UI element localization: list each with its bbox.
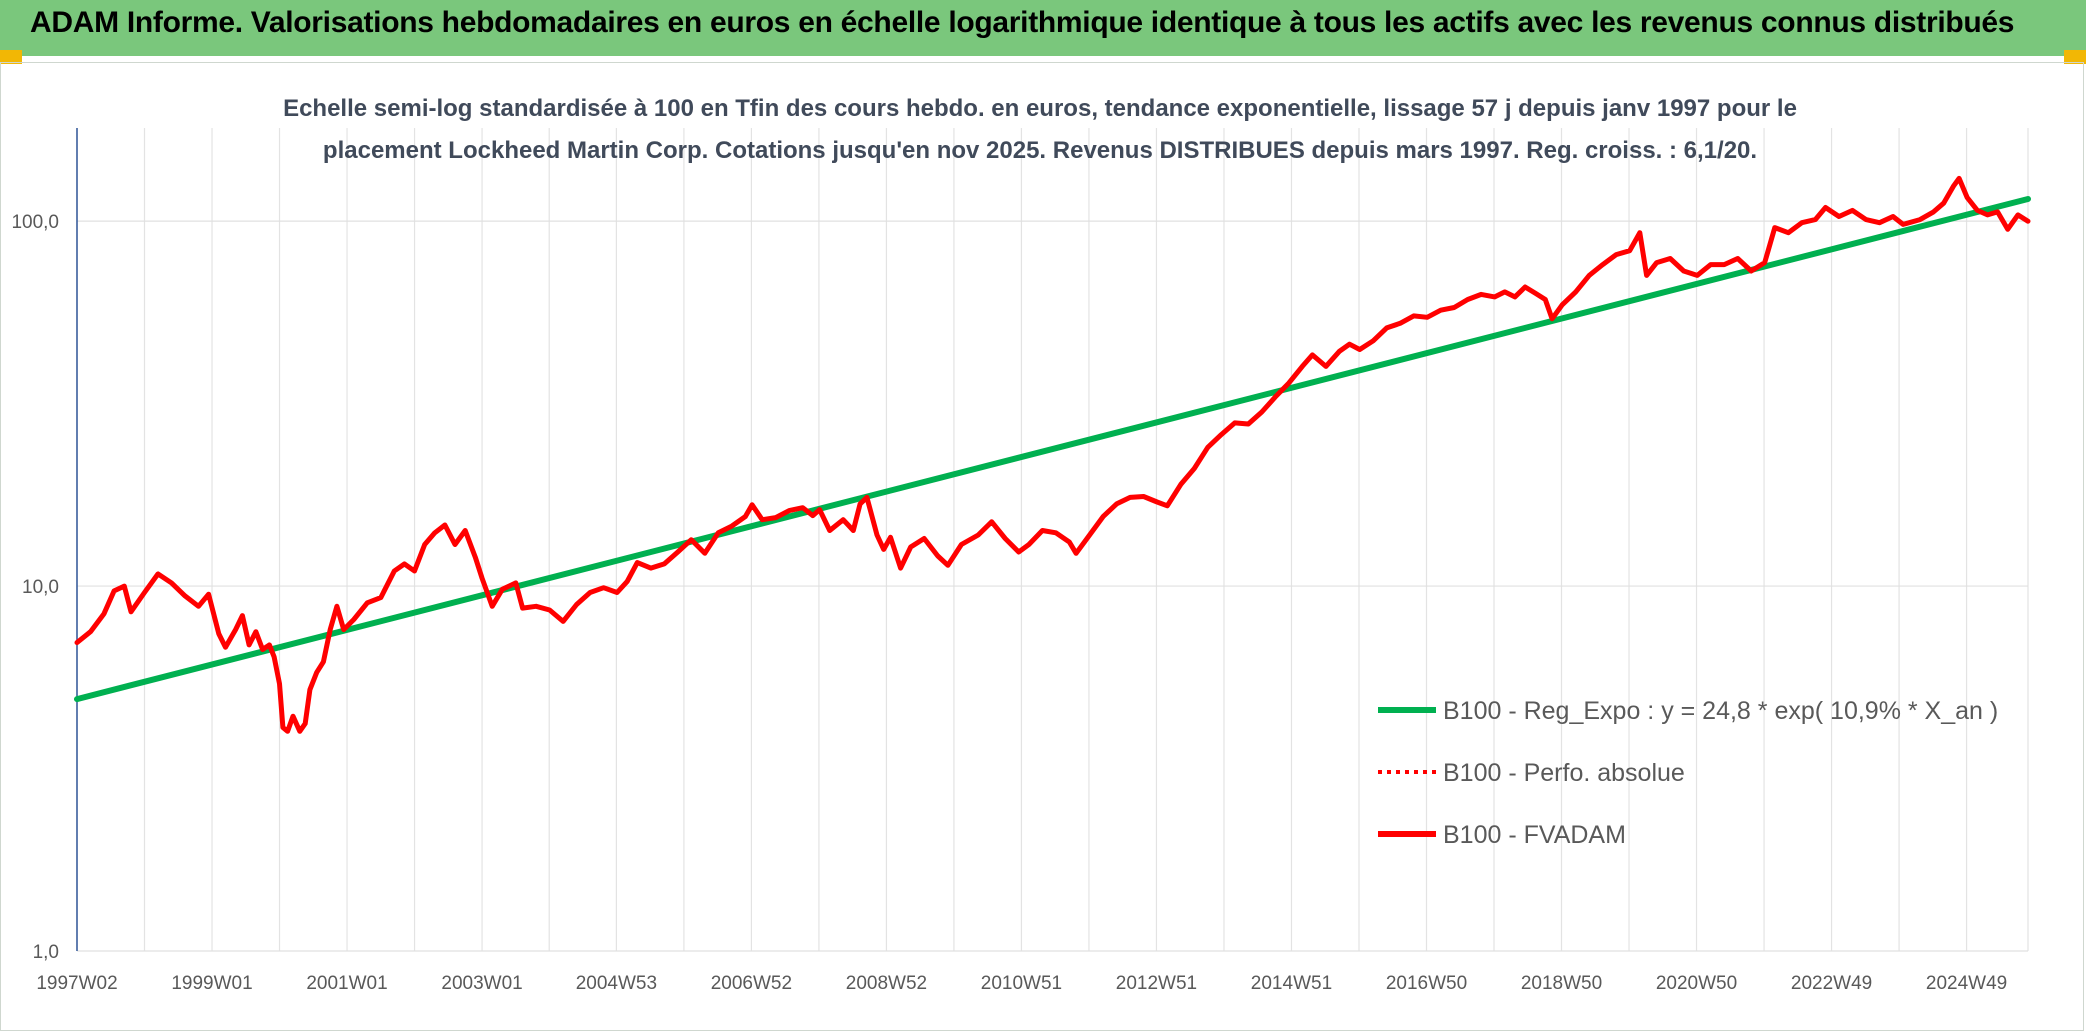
series <box>74 175 2031 734</box>
x-tick-label: 2003W01 <box>441 973 522 994</box>
legend-label-0: B100 - Reg_Expo : y = 24,8 * exp( 10,9% … <box>1443 697 1998 725</box>
corner-marker-right <box>2064 50 2086 64</box>
y-tick-label: 10,0 <box>22 577 59 598</box>
x-tick-label: 2024W49 <box>1926 973 2007 994</box>
grid <box>76 128 2029 952</box>
x-tick-label: 2008W52 <box>846 973 927 994</box>
legend-label-1: B100 - Perfo. absolue <box>1443 759 1685 787</box>
series-line-2 <box>74 175 2031 734</box>
legend-label-2: B100 - FVADAM <box>1443 821 1626 849</box>
x-tick-label: 2004W53 <box>576 973 657 994</box>
y-tick-label: 100,0 <box>11 212 59 233</box>
x-tick-label: 1999W01 <box>171 973 252 994</box>
x-tick-label: 2020W50 <box>1656 973 1737 994</box>
x-tick-label: 2018W50 <box>1521 973 1602 994</box>
banner: ADAM Informe. Valorisations hebdomadaire… <box>0 0 2086 62</box>
x-tick-label: 2001W01 <box>306 973 387 994</box>
x-tick-label: 2012W51 <box>1116 973 1197 994</box>
chart-title-line-2: placement Lockheed Martin Corp. Cotation… <box>323 137 1757 164</box>
chart-frame <box>0 62 2084 1031</box>
x-tick-label: 2014W51 <box>1251 973 1332 994</box>
y-tick-label: 1,0 <box>33 942 59 963</box>
x-tick-label: 2016W50 <box>1386 973 1467 994</box>
legend: B100 - Reg_Expo : y = 24,8 * exp( 10,9% … <box>1378 697 1998 849</box>
axes: 1,0 10,0 100,0 1997W02 1999W01 2001W01 2003W01… <box>11 128 2007 994</box>
corner-marker-left <box>0 50 22 64</box>
series-line-0 <box>74 196 2031 703</box>
x-tick-label: 2006W52 <box>711 973 792 994</box>
banner-title: ADAM Informe. Valorisations hebdomadaire… <box>30 6 2015 39</box>
chart-title-line-1: Echelle semi-log standardisée à 100 en T… <box>283 95 1797 122</box>
x-tick-label: 2022W49 <box>1791 973 1872 994</box>
x-tick-label: 2010W51 <box>981 973 1062 994</box>
x-tick-label: 1997W02 <box>36 973 117 994</box>
